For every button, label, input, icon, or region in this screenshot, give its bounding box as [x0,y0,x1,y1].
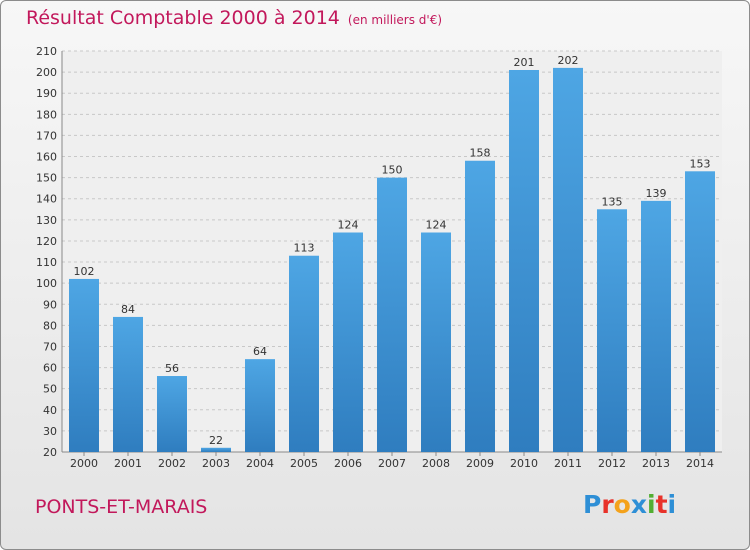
x-tick-label: 2001 [114,457,142,470]
bar-value-label: 56 [165,362,179,375]
y-tick-label: 40 [43,404,57,417]
bar [289,255,319,452]
bar [421,232,451,452]
x-tick-label: 2010 [510,457,538,470]
bar-value-label: 124 [426,219,447,232]
y-tick-label: 200 [36,66,57,79]
bar-value-label: 102 [74,265,95,278]
bar [377,177,407,452]
y-tick-label: 180 [36,108,57,121]
x-tick-label: 2013 [642,457,670,470]
bar-value-label: 150 [382,164,403,177]
bar [597,209,627,452]
commune-name: PONTS-ET-MARAIS [35,496,208,518]
x-tick-label: 2006 [334,457,362,470]
x-tick-label: 2014 [686,457,714,470]
logo-letter: t [655,490,668,519]
bar-value-label: 202 [558,54,579,67]
bar-value-label: 139 [646,187,667,200]
y-tick-label: 210 [36,45,57,58]
x-tick-label: 2005 [290,457,318,470]
chart-title: Résultat Comptable 2000 à 2014 (en millie… [26,7,442,29]
x-tick-label: 2002 [158,457,186,470]
y-tick-label: 60 [43,362,57,375]
bar [69,278,99,452]
y-tick-label: 30 [43,425,57,438]
bar-value-label: 124 [338,219,359,232]
y-tick-label: 170 [36,129,57,142]
y-tick-label: 110 [36,256,57,269]
bar [245,359,275,452]
bar-value-label: 135 [602,195,623,208]
x-tick-label: 2000 [70,457,98,470]
bar [157,376,187,452]
y-tick-label: 140 [36,193,57,206]
y-tick-label: 160 [36,151,57,164]
logo-letter: r [601,490,614,519]
bar [641,200,671,452]
y-tick-label: 80 [43,319,57,332]
bar [685,171,715,453]
bar-value-label: 153 [690,157,711,170]
bar-value-label: 64 [253,345,267,358]
bar [333,232,363,452]
logo-letter: x [630,490,647,519]
proxiti-logo: Proxiti [583,490,676,519]
logo-letter: i [647,490,656,519]
title-text: Résultat Comptable 2000 à 2014 [26,7,340,29]
x-tick-label: 2009 [466,457,494,470]
bar [201,447,231,452]
bar-value-label: 22 [209,434,223,447]
logo-letter: o [613,490,631,519]
logo-letter: i [667,490,677,519]
y-tick-label: 130 [36,214,57,227]
x-tick-label: 2003 [202,457,230,470]
x-tick-label: 2012 [598,457,626,470]
bar-value-label: 201 [514,56,535,69]
y-tick-label: 90 [43,298,57,311]
bar [113,316,143,452]
bar [465,160,495,452]
y-tick-label: 150 [36,172,57,185]
x-tick-label: 2011 [554,457,582,470]
bar-value-label: 113 [294,242,315,255]
logo-letter: P [583,490,602,519]
bar-value-label: 84 [121,303,135,316]
bar [509,69,539,452]
x-tick-label: 2008 [422,457,450,470]
y-tick-label: 50 [43,383,57,396]
y-tick-label: 100 [36,277,57,290]
y-tick-label: 20 [43,446,57,459]
y-tick-label: 70 [43,340,57,353]
chart-subtitle: (en milliers d'€) [347,13,443,27]
x-tick-label: 2007 [378,457,406,470]
x-tick-label: 2004 [246,457,274,470]
y-tick-label: 190 [36,87,57,100]
bar-value-label: 158 [470,147,491,160]
bar [553,67,583,452]
y-tick-label: 120 [36,235,57,248]
